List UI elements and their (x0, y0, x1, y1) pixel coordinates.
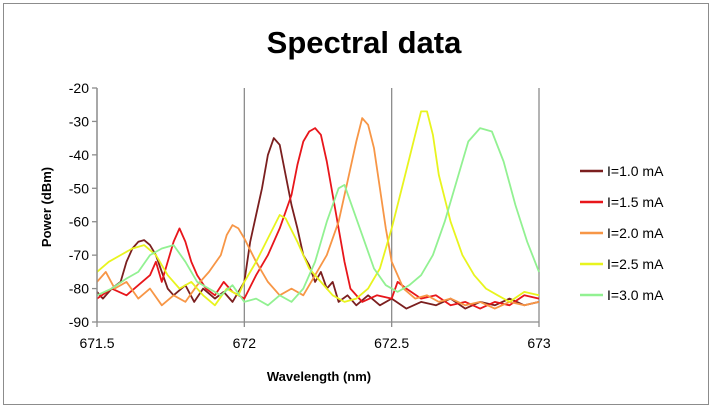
plot-area: 671.5 672 672.5 673 -90 -80 -70 -60 -50 -40 -30 -2… (69, 80, 551, 351)
series-line-4 (96, 110, 540, 307)
series-line-2 (96, 127, 540, 310)
gridlines (96, 88, 540, 322)
y-tick-label-0: -90 (69, 314, 89, 330)
y-tick-label-1: -80 (69, 281, 89, 297)
y-tick-label-5: -40 (69, 147, 89, 163)
line-chart: Spectral data 671.5 672 672.5 673 -90 -80 -70… (39, 25, 664, 384)
y-tick-label-6: -30 (69, 113, 89, 129)
chart-title: Spectral data (267, 25, 462, 60)
legend-label-3: I=2.0 mA (607, 225, 664, 241)
y-tick-label-4: -50 (69, 180, 89, 196)
y-axis-label: Power (dBm) (39, 167, 54, 247)
legend-label-2: I=1.5 mA (607, 194, 664, 210)
series-line-5 (96, 127, 540, 307)
legend: I=1.0 mA I=1.5 mA I=2.0 mA I=2.5 mA I=3.0 mA (580, 163, 664, 303)
y-tick-label-7: -20 (69, 80, 89, 96)
x-tick-label-0: 671.5 (79, 335, 114, 351)
legend-label-5: I=3.0 mA (607, 287, 664, 303)
series-lines (96, 110, 540, 310)
axes (92, 87, 540, 327)
series-line-1 (96, 137, 540, 310)
x-tick-labels: 671.5 672 672.5 673 (79, 335, 550, 351)
y-tick-label-2: -70 (69, 247, 89, 263)
x-tick-label-1: 672 (233, 335, 257, 351)
x-tick-label-3: 673 (527, 335, 551, 351)
y-tick-label-3: -60 (69, 214, 89, 230)
y-tick-labels: -90 -80 -70 -60 -50 -40 -30 -20 (69, 80, 89, 330)
legend-label-1: I=1.0 mA (607, 163, 664, 179)
series-line-3 (96, 117, 540, 310)
chart-frame: Spectral data 671.5 672 672.5 673 -90 -80 -70… (3, 3, 709, 405)
legend-label-4: I=2.5 mA (607, 256, 664, 272)
x-axis-label: Wavelength (nm) (267, 369, 371, 384)
x-tick-label-2: 672.5 (374, 335, 409, 351)
